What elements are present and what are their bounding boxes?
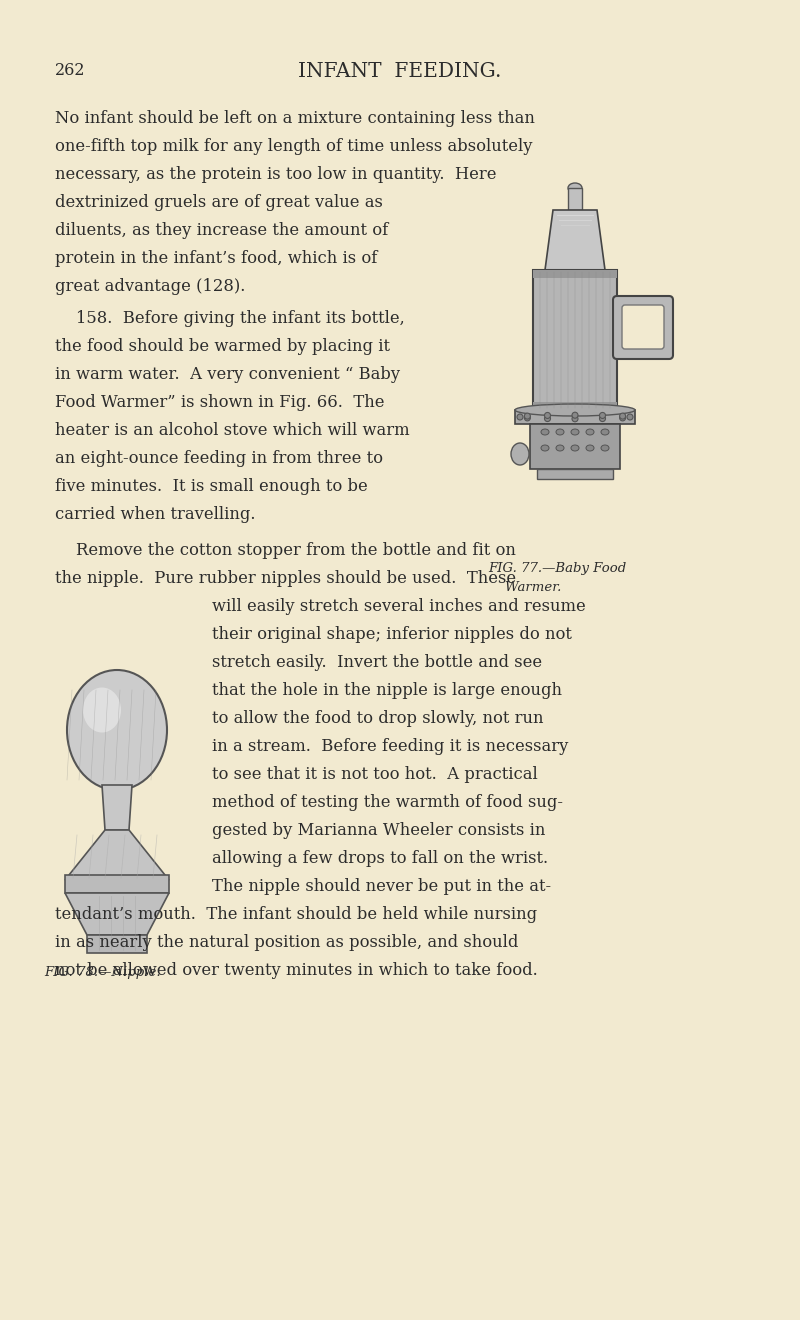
Text: the food should be warmed by placing it: the food should be warmed by placing it [55, 338, 390, 355]
Circle shape [599, 412, 606, 418]
Ellipse shape [571, 429, 579, 436]
Text: tendant’s mouth.  The infant should be held while nursing: tendant’s mouth. The infant should be he… [55, 906, 537, 923]
Bar [515, 411, 635, 424]
Text: INFANT  FEEDING.: INFANT FEEDING. [298, 62, 502, 81]
Text: not be allowed over twenty minutes in which to take food.: not be allowed over twenty minutes in wh… [55, 962, 538, 979]
FancyBboxPatch shape [622, 305, 664, 348]
Text: The nipple should never be put in the at-: The nipple should never be put in the at… [212, 878, 551, 895]
Ellipse shape [511, 444, 529, 465]
Circle shape [524, 414, 530, 421]
Text: to see that it is not too hot.  A practical: to see that it is not too hot. A practic… [212, 766, 538, 783]
Polygon shape [65, 894, 169, 935]
Bar [537, 469, 613, 479]
Ellipse shape [586, 445, 594, 451]
Text: will easily stretch several inches and resume: will easily stretch several inches and r… [212, 598, 586, 615]
Ellipse shape [586, 429, 594, 436]
Ellipse shape [568, 183, 582, 193]
Ellipse shape [556, 445, 564, 451]
Circle shape [545, 416, 550, 421]
Polygon shape [65, 830, 169, 880]
Ellipse shape [601, 429, 609, 436]
Text: an eight-ounce feeding in from three to: an eight-ounce feeding in from three to [55, 450, 383, 467]
Text: 262: 262 [55, 62, 86, 79]
Ellipse shape [67, 671, 167, 789]
Text: No infant should be left on a mixture containing less than: No infant should be left on a mixture co… [55, 110, 535, 127]
Text: their original shape; inferior nipples do not: their original shape; inferior nipples d… [212, 626, 572, 643]
Bar [530, 424, 620, 469]
Circle shape [572, 412, 578, 418]
Ellipse shape [83, 688, 121, 733]
Text: dextrinized gruels are of great value as: dextrinized gruels are of great value as [55, 194, 383, 211]
Circle shape [572, 416, 578, 422]
Polygon shape [545, 210, 605, 271]
Ellipse shape [541, 429, 549, 436]
Bar [568, 187, 582, 210]
Ellipse shape [556, 429, 564, 436]
Bar [533, 403, 617, 411]
Text: five minutes.  It is small enough to be: five minutes. It is small enough to be [55, 478, 368, 495]
Text: FIG. 78.—Nipple.: FIG. 78.—Nipple. [44, 966, 161, 979]
Text: Food Warmer” is shown in Fig. 66.  The: Food Warmer” is shown in Fig. 66. The [55, 393, 385, 411]
Text: protein in the infant’s food, which is of: protein in the infant’s food, which is o… [55, 249, 378, 267]
Text: 158.  Before giving the infant its bottle,: 158. Before giving the infant its bottle… [55, 310, 405, 327]
Text: that the hole in the nipple is large enough: that the hole in the nipple is large eno… [212, 682, 562, 700]
Text: necessary, as the protein is too low in quantity.  Here: necessary, as the protein is too low in … [55, 166, 497, 183]
Text: diluents, as they increase the amount of: diluents, as they increase the amount of [55, 222, 388, 239]
Text: gested by Marianna Wheeler consists in: gested by Marianna Wheeler consists in [212, 822, 546, 840]
Text: heater is an alcohol stove which will warm: heater is an alcohol stove which will wa… [55, 422, 410, 440]
Polygon shape [102, 785, 132, 830]
Text: allowing a few drops to fall on the wrist.: allowing a few drops to fall on the wris… [212, 850, 548, 867]
Ellipse shape [541, 445, 549, 451]
Text: the nipple.  Pure rubber nipples should be used.  These: the nipple. Pure rubber nipples should b… [55, 570, 516, 587]
Circle shape [620, 413, 626, 420]
Circle shape [620, 414, 626, 421]
Text: to allow the food to drop slowly, not run: to allow the food to drop slowly, not ru… [212, 710, 543, 727]
Text: in warm water.  A very convenient “ Baby: in warm water. A very convenient “ Baby [55, 366, 400, 383]
Text: Remove the cotton stopper from the bottle and fit on: Remove the cotton stopper from the bottl… [55, 543, 516, 558]
Circle shape [627, 414, 633, 420]
Text: in as nearly the natural position as possible, and should: in as nearly the natural position as pos… [55, 935, 518, 950]
Text: great advantage (128).: great advantage (128). [55, 279, 246, 294]
Circle shape [545, 412, 550, 418]
Text: method of testing the warmth of food sug-: method of testing the warmth of food sug… [212, 795, 563, 810]
Bar [65, 875, 169, 894]
Circle shape [517, 414, 523, 420]
Bar [533, 271, 617, 411]
Ellipse shape [515, 404, 635, 416]
Text: one-fifth top milk for any length of time unless absolutely: one-fifth top milk for any length of tim… [55, 139, 533, 154]
Circle shape [599, 416, 606, 421]
FancyBboxPatch shape [613, 296, 673, 359]
Ellipse shape [571, 445, 579, 451]
Circle shape [524, 413, 530, 420]
Ellipse shape [601, 445, 609, 451]
Text: stretch easily.  Invert the bottle and see: stretch easily. Invert the bottle and se… [212, 653, 542, 671]
Bar [87, 935, 147, 953]
Text: in a stream.  Before feeding it is necessary: in a stream. Before feeding it is necess… [212, 738, 568, 755]
Bar [533, 271, 617, 279]
Text: carried when travelling.: carried when travelling. [55, 506, 255, 523]
Text: FIG. 77.—Baby Food
    Warmer.: FIG. 77.—Baby Food Warmer. [488, 562, 626, 594]
